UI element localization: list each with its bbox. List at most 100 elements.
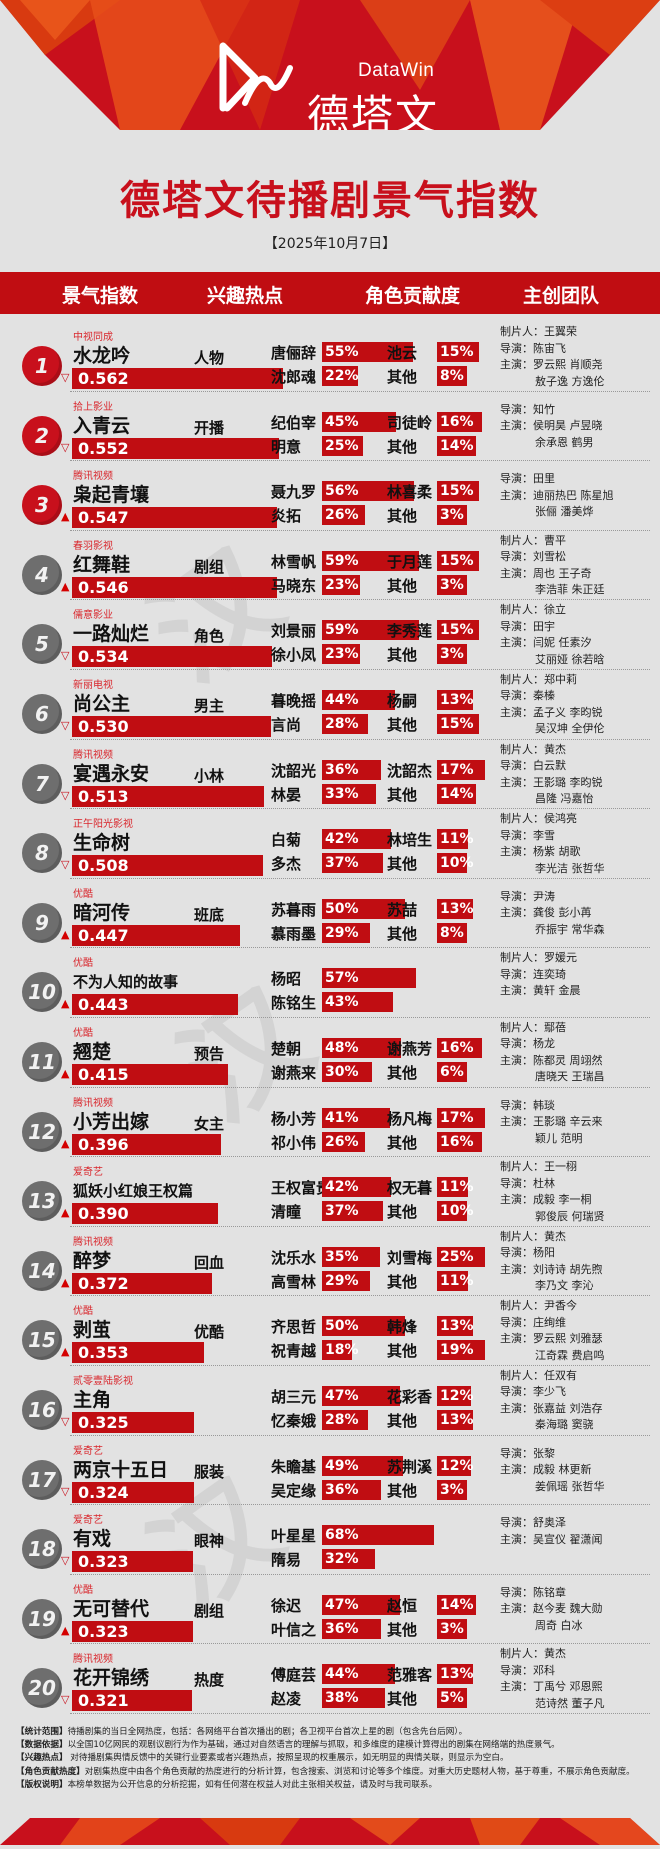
role-contribution-bar: 13% [437,689,474,710]
score-bar: 0.321 [72,1690,192,1712]
role-name: 祝青越 [271,1342,317,1361]
role-name: 范雅客 [387,1666,433,1685]
role-contribution-bar: 22% [322,366,359,386]
role-name: 祁小伟 [271,1133,317,1152]
ranking-row: 4 ▲ 春羽影视 红舞鞋 0.546 剧组 林雪帆 59% 马晓东 23% 于月莲 15% 其他 3% 制片… [0,531,660,601]
score-bar: 0.534 [72,646,272,668]
crew-cast-cont: 乔振宇 常华森 [535,922,605,936]
platform-label: 优酷 [73,1027,93,1039]
show-title: 花开锦绣 [73,1667,150,1690]
role-name: 谢燕芳 [387,1039,433,1058]
trend-down-icon: ▽ [61,1414,70,1428]
role-contribution-bar: 5% [437,1688,467,1709]
score-bar: 0.562 [72,368,283,389]
crew-cast-cont: 周奇 白冰 [535,1618,583,1632]
role-contribution-bar: 36% [322,759,381,780]
crew-producer: 制片人：鄢蓓 [500,1020,566,1034]
crew-block: 导演：舒奥泽 主演：吴宣仪 翟潇闻 [500,1515,603,1548]
show-title: 不为人知的故事 [73,973,179,992]
role-name: 林喜柔 [387,483,433,502]
crew-director: 导演：李少飞 [500,1385,566,1399]
role-name: 林晏 [271,785,302,804]
crew-block: 制片人：徐立 导演：田宇 主演：闫妮 任素汐 艾丽娅 徐若晗 [500,602,605,668]
role-name: 其他 [387,1481,418,1500]
crew-director: 导演：秦榛 [500,689,555,703]
trend-up-icon: ▲ [61,579,70,593]
rank-badge: 15 [22,1320,62,1361]
banner-graphic [0,0,660,130]
role-name: 其他 [387,507,418,526]
footnote-text: 待播剧集的当日全网热度，包括：各网络平台首次播出的剧；各卫视平台首次上星的剧（包… [67,1727,468,1737]
show-title: 翘楚 [73,1040,112,1063]
crew-cast: 主演：周也 王子奇 [500,566,592,580]
crew-director: 导演：连奕琦 [500,967,566,981]
crew-cast-cont: 秦海璐 窦骁 [535,1418,594,1432]
trend-up-icon: ▲ [61,1066,70,1080]
crew-cast: 主演：吴宣仪 翟潇闻 [500,1532,603,1546]
platform-label: 优酷 [73,1584,93,1596]
crew-cast: 主演：丁禹兮 邓恩熙 [500,1680,603,1694]
role-name: 言尚 [271,715,302,734]
role-name: 徐小凤 [271,646,317,665]
role-contribution-bar: 47% [322,1594,400,1615]
crew-cast-cont: 郭俊辰 何瑞贤 [535,1209,605,1223]
role-name: 赵恒 [387,1596,418,1615]
role-contribution-bar: 17% [437,759,485,780]
role-contribution-bar: 11% [437,1177,474,1198]
platform-label: 腾讯视频 [73,749,113,761]
role-name: 苏暮雨 [271,900,317,919]
role-name: 其他 [387,1272,418,1291]
role-name: 杨昭 [271,970,302,989]
ranking-row: 15 ▲ 优酷 剥茧 0.353 优酷 齐思哲 50% 祝青越 18% 韩烽 13% 其他 19% 制片人：… [0,1296,660,1366]
ranking-row: 12 ▲ 腾讯视频 小芳出嫁 0.396 女主 杨小芳 41% 祁小伟 26% 杨凡梅 17% 其他 16… [0,1088,660,1158]
bottom-banner-graphic [0,1818,660,1845]
column-header-index: 景气指数 [62,285,139,307]
crew-producer: 制片人：任双有 [500,1368,577,1382]
crew-cast-cont: 唐晓天 王瑞昌 [535,1070,605,1084]
role-contribution-bar: 23% [322,644,360,665]
crew-producer: 制片人：尹香今 [500,1299,577,1313]
crew-director: 导演：杜林 [500,1176,555,1190]
crew-cast: 主演：黄轩 金晨 [500,984,581,998]
crew-block: 导演：张黎 主演：成毅 林更新 姜佩瑶 张哲华 [500,1446,605,1496]
report-date: 【2025年10月7日】 [263,236,397,252]
rank-badge: 7 [22,763,62,804]
crew-block: 制片人：黄杰 导演：白云默 主演：王影璐 李昀锐 昌隆 冯嘉怡 [500,742,603,808]
role-contribution-bar: 13% [437,1409,474,1430]
role-contribution-bar: 19% [437,1340,485,1361]
trend-down-icon: ▽ [61,1554,70,1568]
trend-down-icon: ▽ [61,649,70,663]
show-title: 尚公主 [73,692,131,715]
role-contribution-bar: 28% [322,713,368,734]
role-name: 其他 [387,646,418,665]
interest-hotspot: 剧组 [194,1601,225,1620]
crew-producer: 制片人：侯鸿亮 [500,812,577,826]
show-title: 主角 [73,1388,112,1411]
show-title: 狐妖小红娘王权篇 [73,1182,194,1201]
crew-cast-cont: 张俪 潘美烨 [535,505,594,519]
row-divider [70,1156,650,1158]
role-contribution-bar: 16% [437,1131,482,1152]
show-title: 醉梦 [73,1249,112,1272]
role-contribution-bar: 3% [437,505,467,526]
show-title: 有戏 [73,1528,112,1551]
rank-badge: 6 [22,693,62,734]
role-contribution-bar: 28% [322,1409,368,1430]
interest-hotspot: 回血 [194,1253,225,1272]
crew-block: 导演：陈铭章 主演：赵今麦 魏大勋 周奇 白冰 [500,1585,603,1635]
score-bar: 0.390 [72,1203,218,1225]
ranking-row: 2 ▽ 拾上影业 入青云 0.552 开播 纪伯宰 45% 明意 25% 司徒岭 16% 其他 14% 导演… [0,392,660,462]
score-bar: 0.508 [72,855,263,877]
role-name: 其他 [387,1690,418,1709]
role-contribution-bar: 33% [322,783,376,804]
role-name: 权无暮 [387,1179,433,1198]
role-contribution-bar: 41% [322,1107,390,1128]
row-divider [70,1086,650,1088]
role-contribution-bar: 13% [437,1664,474,1685]
row-divider [70,668,650,670]
trend-up-icon: ▲ [61,1345,70,1359]
role-name: 楚朝 [271,1039,302,1058]
footnotes: 【统计范围】待播剧集的当日全网热度，包括：各网络平台首次播出的剧；各卫视平台首次… [16,1726,656,1792]
interest-hotspot: 热度 [194,1671,225,1690]
rank-badge: 8 [22,833,62,874]
